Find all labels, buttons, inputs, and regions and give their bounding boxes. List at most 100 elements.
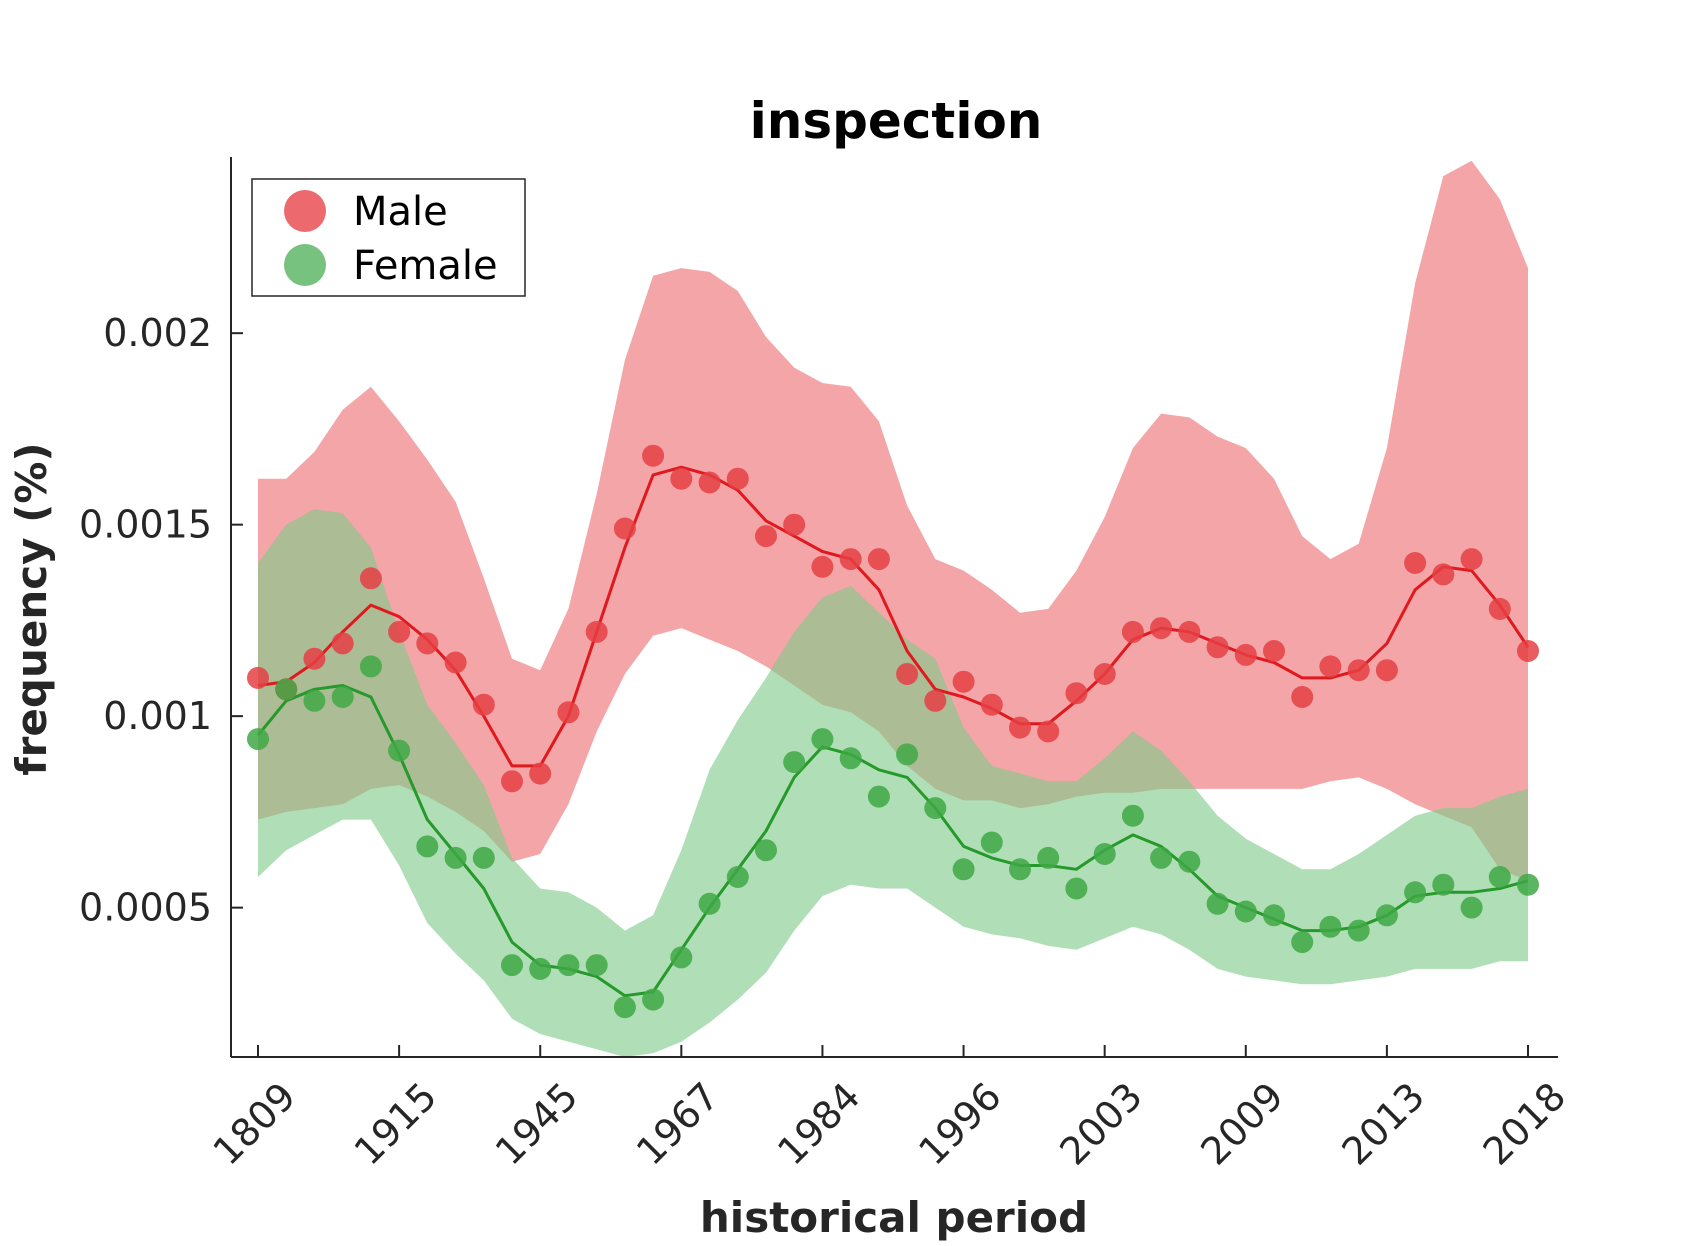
female-point — [1488, 866, 1511, 888]
female-point — [1460, 896, 1483, 919]
female-point — [1150, 846, 1173, 869]
confidence-bands — [258, 160, 1528, 1057]
female-point — [444, 846, 467, 869]
female-point — [557, 954, 580, 977]
male-point — [1291, 686, 1314, 708]
female-trend-line — [256, 684, 1529, 998]
legend-female-marker — [284, 244, 326, 286]
male-point — [642, 444, 665, 467]
male-point — [1432, 563, 1455, 586]
female-point — [529, 957, 552, 980]
x-tick-label: 1945 — [487, 1074, 587, 1174]
legend-male-marker — [284, 190, 326, 232]
female-point — [896, 743, 919, 766]
female-point — [811, 728, 834, 751]
female-point — [1263, 904, 1285, 927]
x-ticks: 1809 1915 1945 1967 1984 1996 2003 2009 2013 2018 — [205, 1045, 1574, 1174]
female-point — [303, 689, 326, 712]
legend-male-label: Male — [353, 189, 448, 235]
male-point — [811, 555, 834, 578]
x-tick-label: 1967 — [628, 1074, 728, 1174]
male-point — [952, 670, 975, 693]
trend-lines — [256, 465, 1530, 998]
male-point — [444, 651, 467, 674]
x-tick-label: 2013 — [1334, 1074, 1434, 1174]
male-point — [1517, 640, 1539, 662]
male-point — [924, 689, 947, 712]
x-tick-label: 1915 — [346, 1074, 446, 1174]
male-point — [755, 525, 777, 548]
male-point — [1121, 620, 1144, 643]
female-point — [1517, 873, 1539, 896]
female-point — [1347, 919, 1370, 942]
data-markers — [247, 444, 1539, 1019]
female-point — [1009, 858, 1031, 881]
male-point — [896, 663, 919, 685]
female-point — [1234, 900, 1257, 923]
y-tick-label: 0.0005 — [79, 886, 212, 930]
female-point — [1178, 850, 1201, 873]
female-confidence-band — [258, 509, 1528, 1057]
legend-female-label: Female — [353, 243, 498, 289]
male-point — [1093, 663, 1116, 685]
legend: Male Female — [251, 178, 526, 297]
female-point — [388, 739, 411, 762]
male-trend-line — [257, 465, 1530, 768]
male-point — [670, 467, 693, 490]
female-point — [867, 785, 890, 808]
male-point — [1065, 682, 1088, 705]
male-point — [1263, 640, 1285, 662]
female-point — [1065, 877, 1088, 900]
female-point — [698, 892, 721, 915]
male-point — [1206, 636, 1229, 659]
male-point — [783, 513, 806, 536]
male-point — [557, 701, 580, 724]
male-point — [1375, 659, 1398, 682]
female-point — [924, 797, 947, 820]
female-point — [1121, 804, 1144, 827]
male-point — [331, 632, 354, 655]
chart-title: inspection — [750, 92, 1043, 150]
x-tick-label: 2003 — [1051, 1074, 1151, 1174]
y-tick-label: 0.001 — [103, 694, 212, 738]
male-point — [1009, 716, 1031, 739]
female-point — [952, 858, 975, 881]
male-point — [388, 620, 411, 643]
male-point — [613, 517, 636, 540]
female-point — [1093, 843, 1116, 865]
female-point — [1037, 846, 1060, 869]
y-axis-label: frequency (%) — [7, 442, 56, 775]
female-point — [1432, 873, 1455, 896]
male-point — [1319, 655, 1342, 678]
y-tick-label: 0.0015 — [79, 503, 212, 547]
male-point — [1037, 720, 1060, 743]
male-point — [698, 471, 721, 494]
plot-area — [247, 160, 1539, 1057]
x-tick-label: 2009 — [1192, 1074, 1292, 1174]
male-point — [359, 567, 382, 590]
male-point — [1488, 597, 1511, 620]
male-point — [839, 548, 862, 571]
male-point — [501, 770, 523, 793]
female-point — [359, 655, 382, 678]
female-point — [1291, 931, 1314, 954]
male-point — [303, 647, 326, 670]
male-point — [472, 693, 495, 716]
female-point — [247, 728, 269, 751]
female-point — [755, 839, 777, 862]
y-ticks: 0.0005 0.001 0.0015 0.002 — [79, 311, 243, 930]
female-point — [726, 866, 749, 888]
female-point — [670, 946, 693, 969]
female-point — [839, 747, 862, 770]
x-tick-label: 1984 — [769, 1074, 869, 1174]
female-point — [501, 954, 523, 977]
male-point — [867, 548, 890, 571]
female-point — [980, 831, 1003, 854]
male-point — [1234, 643, 1257, 666]
x-tick-label: 1996 — [910, 1074, 1010, 1174]
y-tick-label: 0.002 — [103, 311, 212, 355]
x-tick-label: 1809 — [205, 1074, 305, 1174]
female-point — [1375, 904, 1398, 927]
female-point — [613, 996, 636, 1019]
